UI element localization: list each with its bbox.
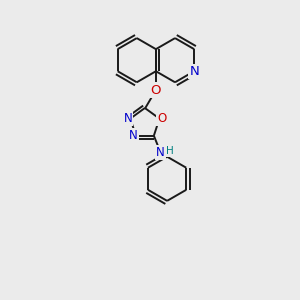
Text: O: O <box>157 112 167 125</box>
Text: N: N <box>124 112 132 125</box>
Text: N: N <box>189 65 199 78</box>
Text: N: N <box>156 146 165 159</box>
Text: N: N <box>129 129 138 142</box>
Text: O: O <box>151 83 161 97</box>
Text: H: H <box>166 146 174 156</box>
